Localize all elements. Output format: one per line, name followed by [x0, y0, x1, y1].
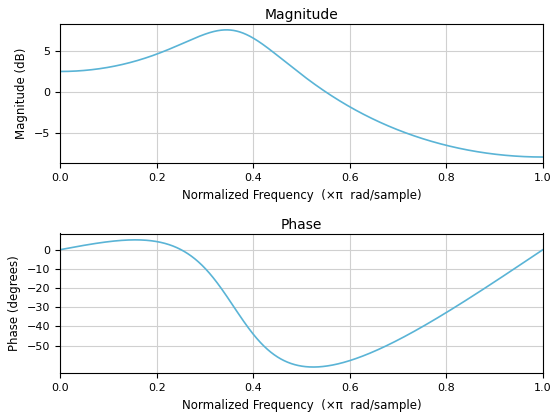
Title: Phase: Phase — [281, 218, 322, 232]
Title: Magnitude: Magnitude — [265, 8, 338, 22]
Y-axis label: Phase (degrees): Phase (degrees) — [8, 255, 21, 351]
X-axis label: Normalized Frequency  (×π  rad/sample): Normalized Frequency (×π rad/sample) — [181, 189, 421, 202]
Y-axis label: Magnitude (dB): Magnitude (dB) — [16, 48, 29, 139]
X-axis label: Normalized Frequency  (×π  rad/sample): Normalized Frequency (×π rad/sample) — [181, 399, 421, 412]
